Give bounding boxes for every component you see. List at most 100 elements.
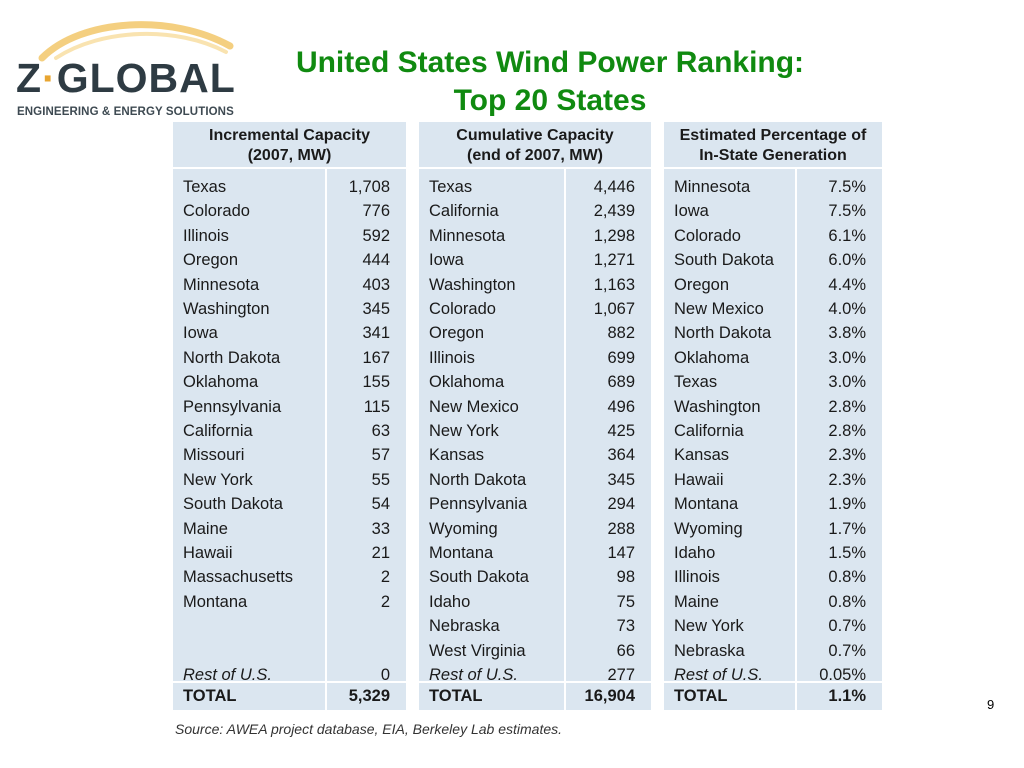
table-row: Texas 3.0% bbox=[664, 370, 882, 394]
state-value: 277 bbox=[607, 666, 635, 684]
table-row: Minnesota 1,298 bbox=[419, 224, 651, 248]
state-name: Washington bbox=[674, 397, 761, 416]
state-value: 147 bbox=[607, 544, 635, 562]
state-name: Oklahoma bbox=[429, 373, 505, 392]
state-name: Minnesota bbox=[429, 226, 506, 245]
table-row: Kansas 364 bbox=[419, 443, 651, 467]
state-value: 882 bbox=[607, 324, 635, 343]
table-row: Idaho 75 bbox=[419, 590, 651, 614]
state-name: Massachusetts bbox=[183, 568, 294, 587]
state-name: Washington bbox=[183, 300, 270, 318]
table-row: Illinois 0.8% bbox=[664, 565, 882, 589]
state-name: Oklahoma bbox=[674, 348, 750, 367]
table-percentage-generation: Estimated Percentage of In-State Generati… bbox=[664, 122, 882, 710]
table-row: Iowa 341 bbox=[173, 321, 406, 345]
state-value: 3.0% bbox=[828, 373, 866, 392]
state-name: West Virginia bbox=[429, 641, 526, 660]
state-value: 341 bbox=[362, 324, 390, 343]
table-row: Wyoming 288 bbox=[419, 517, 651, 541]
table-body: Texas 1,708 Colorado 776 Illinois 592 Oregon 44… bbox=[173, 169, 406, 684]
logo-arc-icon bbox=[38, 21, 234, 62]
state-value: 2,439 bbox=[593, 202, 635, 221]
slide-title-line2: Top 20 States bbox=[453, 84, 647, 117]
table-row: North Dakota 167 bbox=[173, 346, 406, 370]
table-row: California 63 bbox=[173, 419, 406, 443]
table-header-line1: Estimated Percentage of bbox=[679, 127, 867, 144]
state-value: 1.9% bbox=[828, 495, 866, 514]
table-row: Nebraska 0.7% bbox=[664, 639, 882, 663]
state-value: 3.0% bbox=[828, 348, 866, 367]
state-value: 2 bbox=[380, 592, 390, 611]
source-note: Source: AWEA project database, EIA, Berk… bbox=[175, 721, 563, 737]
table-row: Texas 4,446 bbox=[419, 175, 651, 199]
table-row: Kansas 2.3% bbox=[664, 443, 882, 467]
state-name: Maine bbox=[674, 592, 719, 611]
state-value: 167 bbox=[362, 348, 390, 367]
state-name: Montana bbox=[183, 592, 248, 611]
state-value: 1.5% bbox=[828, 544, 866, 562]
state-value: 75 bbox=[616, 592, 635, 611]
table-row: Minnesota 403 bbox=[173, 273, 406, 297]
state-value: 364 bbox=[607, 446, 635, 465]
table-row: Texas 1,708 bbox=[173, 175, 406, 199]
total-row: TOTAL 16,904 bbox=[419, 683, 651, 710]
total-value: 5,329 bbox=[348, 687, 390, 705]
state-name: Nebraska bbox=[429, 617, 500, 636]
state-value: 689 bbox=[607, 373, 635, 392]
state-value: 776 bbox=[362, 202, 390, 221]
column-divider bbox=[795, 683, 797, 710]
table-row: Maine 0.8% bbox=[664, 590, 882, 614]
state-name: California bbox=[429, 202, 499, 221]
state-value: 1,067 bbox=[593, 300, 635, 318]
state-value: 0.05% bbox=[819, 666, 866, 684]
state-name: Rest of U.S. bbox=[429, 666, 518, 684]
state-name: New York bbox=[429, 422, 499, 440]
state-name: South Dakota bbox=[429, 568, 529, 587]
table-row: Hawaii 21 bbox=[173, 541, 406, 565]
total-value: 16,904 bbox=[584, 687, 635, 705]
table-row: New Mexico 496 bbox=[419, 395, 651, 419]
table-row: California 2,439 bbox=[419, 199, 651, 223]
state-name: Illinois bbox=[429, 348, 475, 367]
state-value: 4.4% bbox=[828, 275, 866, 294]
state-value: 3.8% bbox=[828, 324, 866, 343]
state-value: 0 bbox=[380, 666, 390, 684]
state-value: 2 bbox=[380, 568, 390, 587]
table-row: South Dakota 54 bbox=[173, 492, 406, 516]
table-row: Montana 2 bbox=[173, 590, 406, 614]
table-row: Pennsylvania 115 bbox=[173, 395, 406, 419]
table-row: North Dakota 3.8% bbox=[664, 321, 882, 345]
table-row: Oregon 882 bbox=[419, 321, 651, 345]
table-header: Incremental Capacity (2007, MW) bbox=[173, 122, 406, 169]
table-row: Colorado 1,067 bbox=[419, 297, 651, 321]
state-name: Rest of U.S. bbox=[674, 666, 763, 684]
total-label: TOTAL bbox=[429, 687, 483, 705]
state-name: New Mexico bbox=[429, 397, 519, 416]
state-name: South Dakota bbox=[674, 251, 774, 270]
state-value: 0.8% bbox=[828, 592, 866, 611]
state-value: 55 bbox=[371, 470, 390, 489]
rest-of-us-row: Rest of U.S. 0 bbox=[173, 663, 406, 687]
table-row: Nebraska 73 bbox=[419, 614, 651, 638]
table-row: Missouri 57 bbox=[173, 443, 406, 467]
state-name: Hawaii bbox=[183, 544, 233, 562]
table-header-line1: Cumulative Capacity bbox=[456, 127, 614, 144]
state-name: Pennsylvania bbox=[429, 495, 528, 514]
table-row: Iowa 7.5% bbox=[664, 199, 882, 223]
state-name: New York bbox=[674, 617, 744, 636]
state-value: 4,446 bbox=[593, 178, 635, 196]
table-row: New Mexico 4.0% bbox=[664, 297, 882, 321]
table-cumulative-capacity: Cumulative Capacity (end of 2007, MW) Texa… bbox=[419, 122, 651, 710]
state-name: New Mexico bbox=[674, 300, 764, 318]
state-name: Kansas bbox=[429, 446, 485, 465]
state-name: Oklahoma bbox=[183, 373, 259, 392]
table-header: Estimated Percentage of In-State Generati… bbox=[664, 122, 882, 169]
state-value: 66 bbox=[616, 641, 635, 660]
table-row: Oregon 4.4% bbox=[664, 273, 882, 297]
state-name: Wyoming bbox=[674, 519, 743, 538]
state-name: Montana bbox=[429, 544, 494, 562]
state-value: 6.0% bbox=[828, 251, 866, 270]
state-name: Oregon bbox=[429, 324, 485, 343]
state-value: 4.0% bbox=[828, 300, 866, 318]
state-name: Iowa bbox=[674, 202, 709, 221]
